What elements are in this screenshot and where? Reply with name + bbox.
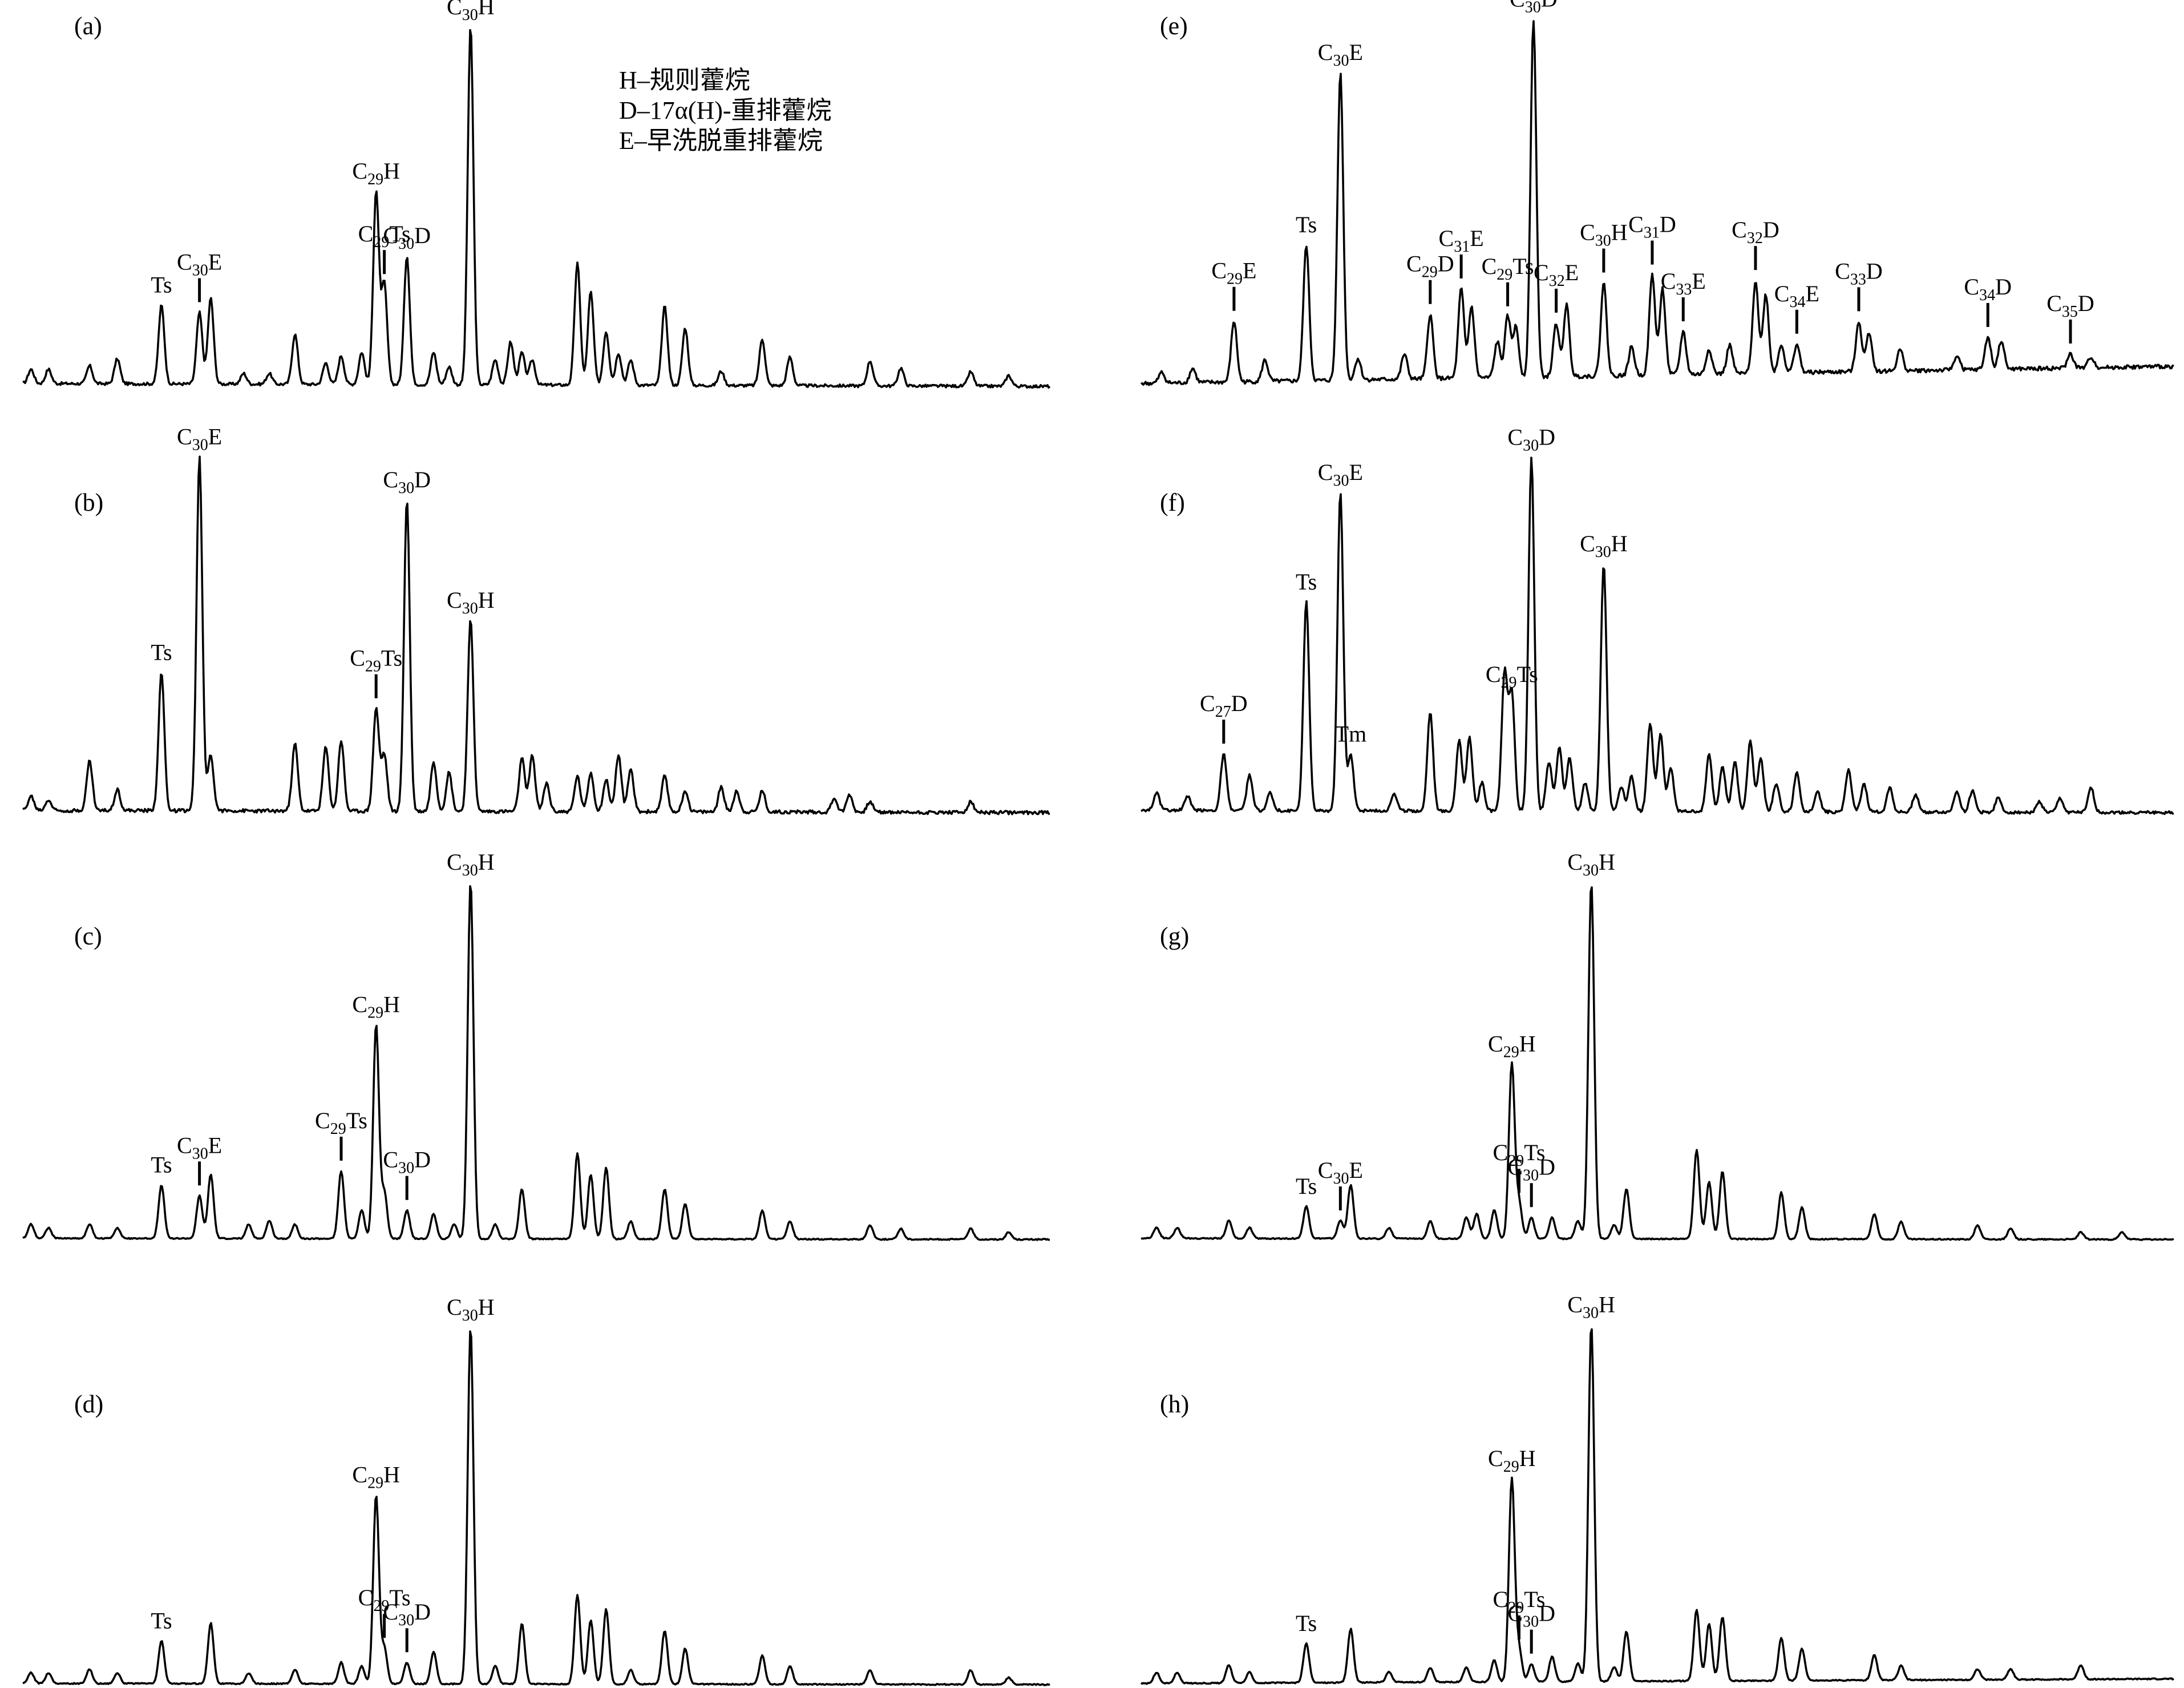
peak-label: C29H [352, 992, 400, 1022]
peak-label: C29E [1211, 258, 1256, 288]
panel-label: (c) [74, 922, 102, 950]
peak-label: C30H [447, 1294, 495, 1324]
peak-label: C33E [1661, 268, 1706, 298]
peak-label: C34E [1774, 281, 1819, 311]
peak-label: C29D [1406, 251, 1454, 281]
peak-label: C30E [177, 424, 222, 454]
panel-e: (e)C29ETsC30EC29DC31EC29TsC30DC32EC30HC3… [1140, 0, 2174, 386]
legend-item-h: H–规则藿烷 [619, 66, 750, 94]
peak-label: Ts [151, 640, 172, 665]
peak-label: C29Ts [1482, 253, 1534, 284]
peak-label: C30D [383, 467, 431, 497]
peak-label: C29Ts [350, 645, 402, 676]
panel-label: (e) [1160, 12, 1188, 40]
panel-label: (b) [74, 488, 103, 516]
chromatogram-trace [1140, 20, 2174, 386]
peak-label: C30E [1318, 1157, 1363, 1188]
peak-label: C30D [1510, 0, 1558, 17]
panel-label: (a) [74, 12, 102, 40]
legend: H–规则藿烷 D–17α(H)-重排藿烷 E–早洗脱重排藿烷 [619, 66, 832, 155]
peak-label: C30D [383, 223, 431, 253]
peak-label: C30H [447, 0, 495, 24]
peak-label: Ts [151, 272, 172, 298]
peak-label: Ts [1296, 1173, 1317, 1199]
peak-label: C29H [352, 1461, 400, 1492]
peak-label: Ts [151, 1152, 172, 1178]
peak-label: Tm [1335, 721, 1367, 747]
peak-label: Ts [1296, 569, 1317, 595]
peak-label: C31D [1628, 212, 1676, 242]
peak-label: C29Ts [315, 1108, 367, 1138]
peak-label: C30H [447, 849, 495, 879]
panel-b: (b) Ts C30E C29Ts C30D C30H [22, 424, 1050, 815]
peak-label: C30E [1318, 39, 1363, 70]
panel-f: (f) C27D Ts C30E Tm C29Ts C30D C30H [1140, 425, 2174, 815]
peak-label: C30E [177, 1132, 222, 1162]
peak-label: C30H [1567, 1292, 1615, 1322]
peak-label: C30D [383, 1599, 431, 1629]
panel-label: (d) [74, 1390, 103, 1418]
chromatogram-trace [22, 885, 1050, 1241]
panel-label: (g) [1160, 922, 1189, 950]
chromatogram-trace [1140, 1328, 2174, 1685]
peak-label: Ts [151, 1608, 172, 1633]
panels: (a)TsC30EC29HC29TsC30DC30H(b)TsC30EC29Ts… [22, 0, 2174, 1686]
peak-label: C30E [1318, 459, 1363, 490]
legend-item-e: E–早洗脱重排藿烷 [619, 127, 823, 155]
peak-label: C30D [383, 1147, 431, 1177]
peak-label: C29H [1488, 1445, 1536, 1476]
peak-label: C29H [1488, 1031, 1536, 1061]
peak-label: C30E [177, 249, 222, 279]
chromatogram-trace [1140, 886, 2174, 1241]
peak-label: Ts [1296, 1610, 1317, 1636]
peak-label: C30D [1507, 425, 1555, 455]
peak-label: C30H [447, 587, 495, 617]
panel-label: (f) [1160, 488, 1185, 516]
peak-label: C33D [1835, 258, 1883, 288]
chromatogram-trace [22, 29, 1051, 389]
panel-label: (h) [1160, 1390, 1189, 1418]
chromatogram-trace [22, 455, 1050, 815]
peak-label: C30H [1567, 849, 1615, 879]
peak-label: C27D [1200, 690, 1248, 721]
peak-label: C30H [1580, 220, 1628, 250]
chromatogram-trace [1140, 457, 2174, 815]
peak-label: C29Ts [1486, 661, 1538, 692]
peak-label: C32E [1534, 260, 1579, 290]
peak-label: C34D [1964, 274, 2012, 304]
peak-label: C30H [1580, 531, 1628, 561]
peak-label: C29H [352, 158, 400, 188]
chromatogram-trace [22, 1330, 1050, 1686]
peak-label: Ts [1296, 212, 1317, 237]
peak-label: C35D [2047, 290, 2094, 321]
legend-item-d: D–17α(H)-重排藿烷 [619, 96, 832, 124]
peak-label: C32D [1732, 217, 1779, 247]
